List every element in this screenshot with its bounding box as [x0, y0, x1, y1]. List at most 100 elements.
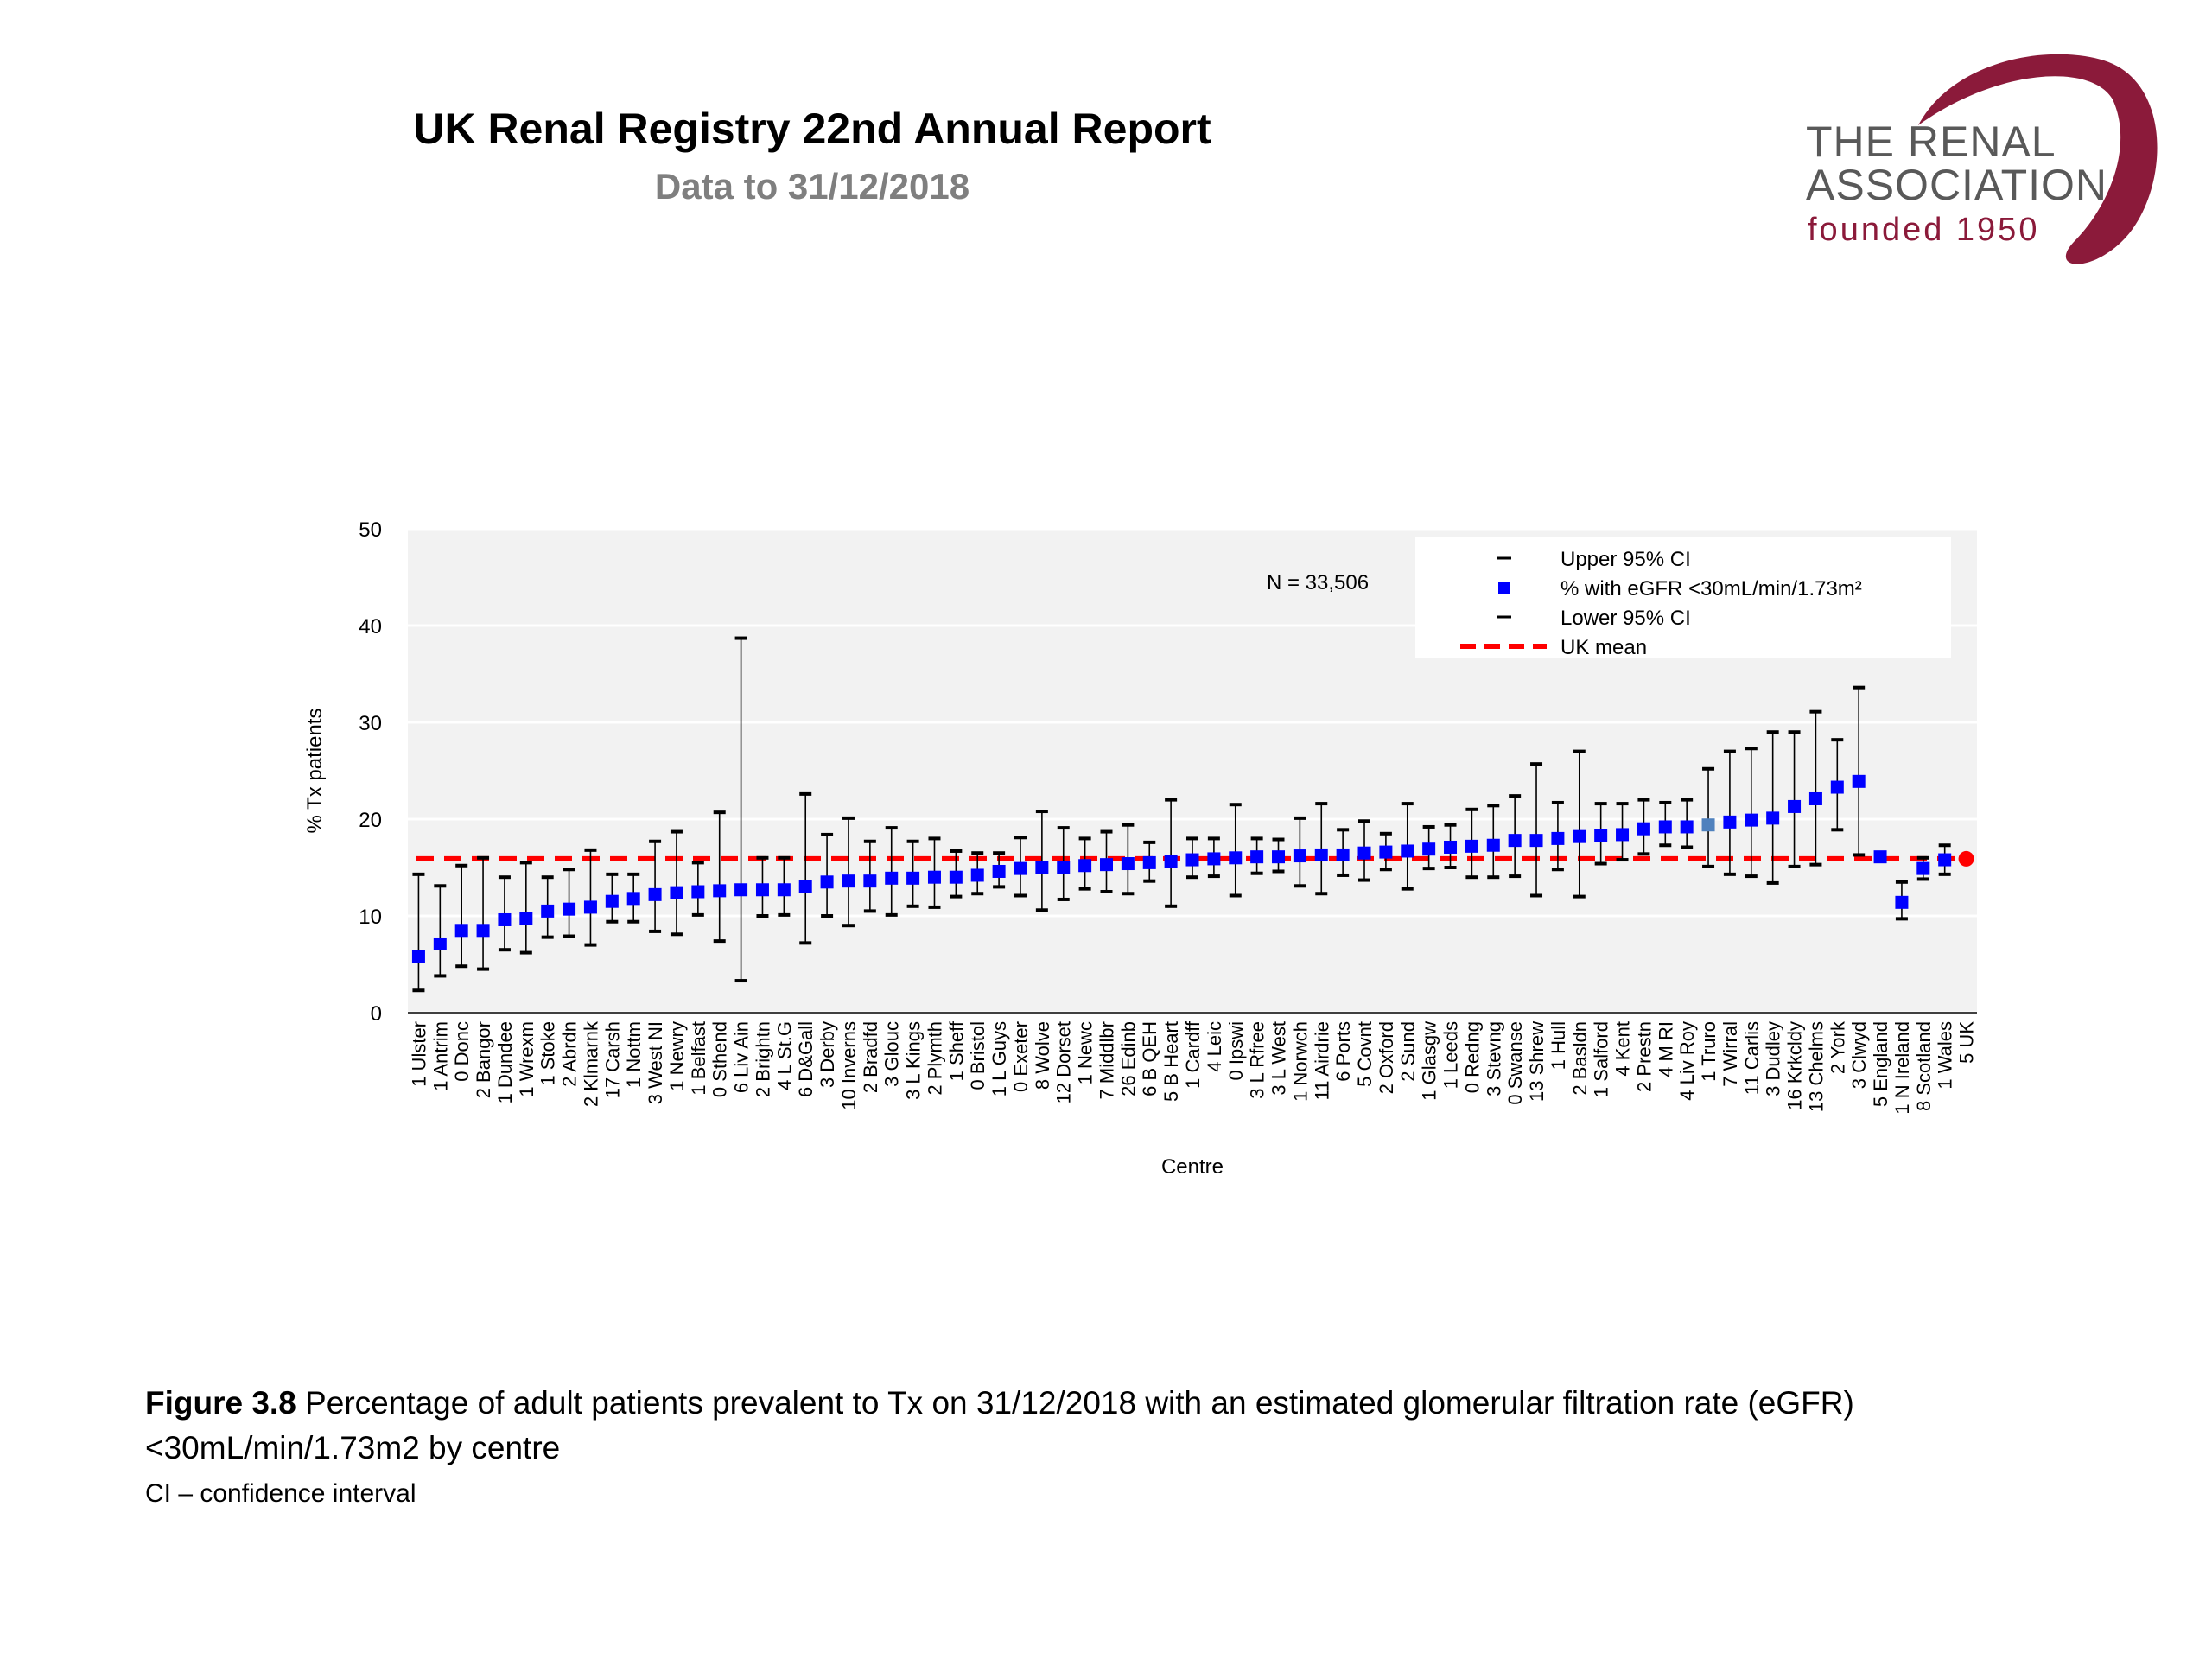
x-tick-label: 11 Carlis	[1741, 1021, 1763, 1095]
legend-label: Upper 95% CI	[1560, 548, 1691, 571]
x-tick-label: 1 N Ireland	[1891, 1021, 1913, 1115]
data-point	[670, 886, 683, 899]
x-tick-label: 4 L St.G	[773, 1021, 795, 1090]
data-point	[1658, 820, 1672, 834]
data-point	[411, 950, 425, 963]
data-point	[563, 902, 576, 916]
x-tick-label: 1 Antrim	[429, 1021, 451, 1091]
data-point	[1078, 859, 1092, 873]
report-subtitle: Data to 31/12/2018	[654, 166, 970, 207]
data-point	[1938, 853, 1952, 867]
x-tick-label: 1 Glasgw	[1419, 1021, 1440, 1101]
x-tick-label: 2 Sund	[1397, 1021, 1419, 1082]
data-point	[1808, 791, 1822, 805]
x-tick-label: 13 Chelms	[1805, 1021, 1827, 1112]
x-tick-label: 3 Dudley	[1763, 1021, 1784, 1096]
data-point	[433, 937, 447, 950]
x-tick-label: 1 Belfast	[688, 1021, 709, 1096]
x-tick-label: 0 Donc	[451, 1021, 473, 1082]
data-point	[1272, 850, 1286, 864]
x-tick-label: 1 Truro	[1698, 1021, 1719, 1082]
logo-text-line1: THE RENAL	[1806, 118, 2056, 166]
data-point	[1401, 844, 1414, 858]
data-point	[734, 883, 748, 897]
legend-label: Lower 95% CI	[1560, 607, 1691, 630]
data-point	[755, 883, 769, 897]
sample-size-annotation: N = 33,506	[1267, 571, 1369, 594]
x-tick-label: 2 Abrdn	[559, 1021, 581, 1087]
x-tick-label: 1 Stoke	[537, 1021, 559, 1086]
x-tick-label: 3 Glouc	[881, 1021, 903, 1087]
x-tick-label: 1 Wrexm	[516, 1021, 537, 1097]
data-point	[1121, 857, 1135, 871]
y-tick-label: 0	[371, 1002, 382, 1026]
x-tick-label: 0 Ipswi	[1225, 1021, 1247, 1080]
x-tick-label: 1 Leeds	[1440, 1021, 1462, 1089]
data-point	[1014, 861, 1027, 875]
x-tick-label: 4 Leic	[1204, 1021, 1225, 1072]
data-point	[1873, 850, 1887, 864]
y-tick-label: 20	[359, 809, 382, 832]
x-tick-label: 0 Swanse	[1504, 1021, 1526, 1105]
data-point	[1637, 822, 1650, 836]
data-point	[1508, 834, 1522, 848]
data-point	[777, 883, 791, 897]
x-tick-label: 2 York	[1827, 1020, 1848, 1074]
renal-association-logo: THE RENAL ASSOCIATION founded 1950	[1789, 43, 2169, 276]
data-point	[1099, 858, 1113, 872]
data-point	[1852, 774, 1866, 788]
x-tick-label: 4 Kent	[1612, 1021, 1634, 1077]
x-tick-label: 4 M RI	[1655, 1021, 1676, 1077]
data-point	[1142, 855, 1156, 869]
x-tick-label: 12 Dorset	[1053, 1021, 1075, 1103]
data-point	[1057, 861, 1071, 874]
x-tick-label: 1 Sheff	[945, 1020, 967, 1081]
data-point	[820, 875, 834, 889]
x-tick-label: 3 Clwyd	[1848, 1021, 1870, 1089]
x-tick-label: 1 Ulster	[408, 1021, 429, 1087]
x-tick-label: 1 L Guys	[988, 1021, 1010, 1096]
x-tick-label: 6 Ports	[1332, 1021, 1354, 1082]
x-tick-label: 17 Carsh	[601, 1021, 623, 1098]
data-point	[1701, 818, 1715, 832]
data-point	[1379, 845, 1393, 859]
x-tick-label: 3 L Kings	[903, 1021, 925, 1100]
x-tick-label: 3 L Rfree	[1247, 1021, 1268, 1099]
data-point	[1723, 815, 1737, 829]
data-point	[1680, 820, 1694, 834]
x-tick-label: 8 Wolve	[1032, 1021, 1053, 1090]
data-point	[1486, 838, 1500, 852]
figure-caption: Figure 3.8 Percentage of adult patients …	[145, 1381, 2133, 1471]
data-point	[1594, 829, 1608, 842]
data-point	[648, 887, 662, 901]
y-tick-label: 40	[359, 615, 382, 639]
data-point	[605, 894, 619, 908]
data-point	[798, 880, 812, 893]
x-tick-label: 1 Wales	[1935, 1021, 1956, 1090]
x-tick-label: 2 Bangor	[473, 1021, 494, 1098]
data-point	[885, 871, 899, 885]
x-tick-label: 2 Bradfd	[860, 1021, 881, 1093]
data-point	[906, 871, 920, 885]
data-point	[498, 912, 512, 926]
x-tick-label: 0 Bristol	[967, 1021, 988, 1090]
data-point	[541, 904, 555, 918]
data-point	[1293, 849, 1306, 863]
caption-note: CI – confidence interval	[145, 1479, 416, 1508]
x-tick-label: 3 West NI	[645, 1021, 666, 1104]
data-point	[626, 892, 640, 906]
data-point	[1250, 850, 1264, 864]
data-point	[1916, 861, 1930, 875]
x-tick-label: 3 L West	[1268, 1021, 1290, 1096]
data-point	[1314, 848, 1328, 861]
data-point	[1035, 861, 1049, 874]
x-tick-label: 7 Middlbr	[1096, 1021, 1117, 1099]
x-tick-label: 16 Krkcldy	[1784, 1021, 1806, 1110]
data-point	[1164, 855, 1178, 868]
logo-text-line2: ASSOCIATION	[1806, 161, 2108, 209]
y-axis-label: % Tx patients	[303, 709, 327, 834]
data-point	[1529, 834, 1543, 848]
data-point	[691, 885, 705, 899]
x-tick-label: 1 Newry	[666, 1021, 688, 1091]
y-tick-label: 50	[359, 518, 382, 542]
